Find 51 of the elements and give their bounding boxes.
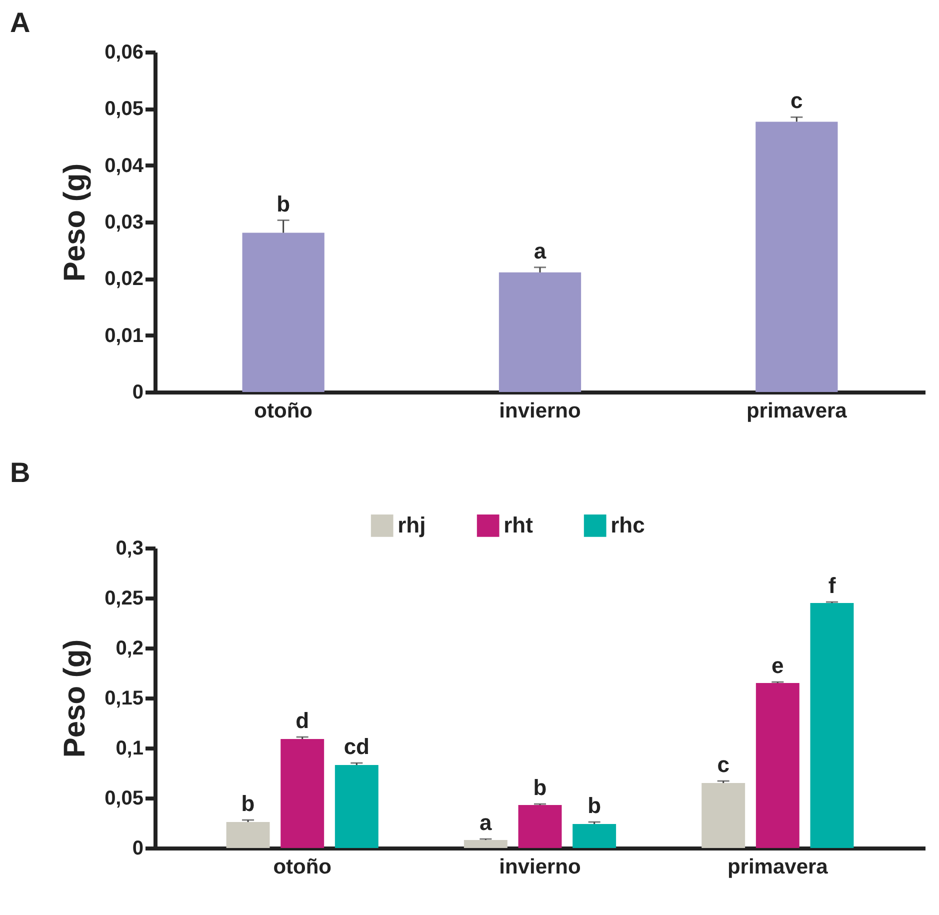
y-tick-label: 0,15 [104, 688, 144, 710]
data-label: f [828, 573, 836, 598]
data-label: cd [344, 734, 370, 759]
x-tick-label: invierno [499, 856, 581, 878]
data-label: b [588, 793, 602, 818]
bar [756, 122, 838, 392]
bar [242, 232, 324, 392]
data-label: a [534, 238, 547, 264]
y-tick-label: 0,05 [104, 98, 144, 120]
y-tick-label: 0,02 [104, 268, 144, 290]
bar [334, 765, 378, 848]
bar [226, 822, 270, 848]
bar [498, 272, 582, 392]
data-label: c [790, 88, 803, 114]
bar [702, 783, 746, 848]
legend-label: rhc [610, 512, 645, 538]
y-tick-label: 0,06 [104, 42, 144, 64]
y-tick-label: 0 [132, 382, 144, 404]
y-tick-label: 0,25 [104, 588, 144, 610]
y-tick-label: 0,05 [104, 788, 144, 810]
bar [464, 840, 508, 848]
data-label: c [717, 752, 730, 777]
x-tick-label: otoño [273, 856, 332, 878]
bar [518, 805, 562, 848]
data-label: b [276, 191, 290, 216]
legend-label: rht [504, 512, 534, 538]
data-label: b [241, 791, 255, 816]
y-tick-label: 0,03 [104, 212, 144, 234]
data-label: d [296, 708, 310, 733]
y-tick-label: 0,3 [116, 538, 144, 560]
x-tick-label: otoño [254, 400, 312, 422]
y-tick-label: 0,1 [116, 738, 144, 760]
x-tick-label: primavera [727, 856, 828, 878]
y-axis-title: Peso (g) [58, 163, 92, 282]
x-tick-label: invierno [499, 400, 581, 422]
y-tick-label: 0,04 [104, 154, 144, 177]
chart-title: B [10, 457, 30, 488]
bar [572, 824, 616, 848]
y-tick-label: 0,01 [104, 324, 144, 347]
chart-title: A [10, 7, 30, 38]
bar [810, 603, 854, 848]
bar [756, 683, 800, 848]
legend-label: rhj [398, 512, 426, 538]
y-tick-label: 0 [132, 838, 144, 860]
y-axis-title: Peso (g) [58, 639, 92, 758]
data-label: a [480, 810, 493, 835]
bar [280, 739, 324, 848]
data-label: e [772, 653, 784, 678]
y-tick-label: 0,2 [116, 638, 144, 660]
data-label: b [533, 775, 547, 800]
x-tick-label: primavera [746, 400, 848, 422]
